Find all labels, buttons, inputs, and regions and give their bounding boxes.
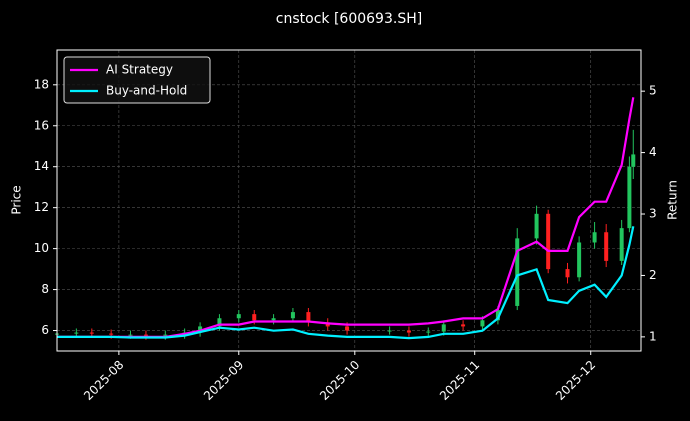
candle-body	[345, 326, 350, 331]
candle-body	[619, 228, 624, 261]
candle-body	[534, 213, 539, 239]
candle-body	[577, 242, 582, 278]
candle-body	[406, 330, 411, 333]
candle-body	[461, 324, 466, 327]
y-tick-label: 8	[41, 282, 49, 296]
candle-body	[426, 331, 431, 333]
candle-body	[604, 232, 609, 261]
candle-body	[271, 318, 276, 321]
candle-body	[236, 314, 241, 319]
y2-axis-label: Return	[666, 180, 680, 220]
y-tick-label: 10	[34, 241, 49, 255]
candle-body	[306, 312, 311, 323]
y-tick-label: 18	[34, 77, 49, 91]
candle-body	[290, 312, 295, 319]
candle-body	[128, 334, 133, 336]
y-axis-label: Price	[10, 185, 24, 214]
candle-body	[143, 334, 148, 336]
y2-tick-label: 3	[649, 207, 657, 221]
candle-body	[252, 314, 257, 321]
y2-tick-label: 5	[649, 84, 657, 98]
legend-label: Buy-and-Hold	[106, 84, 187, 98]
y2-tick-label: 1	[649, 329, 657, 343]
chart-title: cnstock [600693.SH]	[276, 11, 422, 27]
return-line	[57, 226, 635, 340]
candle-body	[515, 238, 520, 306]
candle-body	[480, 320, 485, 327]
plot-frame	[56, 49, 642, 352]
y-tick-label: 12	[34, 200, 49, 214]
candle-body	[387, 330, 392, 332]
candle-body	[631, 154, 636, 167]
candle-body	[546, 213, 551, 270]
y2-tick-label: 4	[649, 145, 657, 159]
candle-body	[565, 269, 570, 278]
candle-body	[627, 166, 632, 229]
y-tick-label: 6	[41, 323, 49, 337]
candle-body	[163, 334, 168, 336]
legend-label: AI Strategy	[106, 63, 173, 77]
y-tick-label: 16	[34, 118, 49, 132]
candle-body	[109, 333, 114, 335]
candle-body	[495, 310, 500, 321]
candle-body	[592, 232, 597, 243]
legend-box	[63, 56, 211, 104]
candle-body	[198, 326, 203, 333]
y2-tick-label: 2	[649, 268, 657, 282]
y-tick-label: 14	[34, 159, 49, 173]
candle-body	[74, 332, 79, 334]
candle-body	[441, 324, 446, 332]
candle-body	[217, 318, 222, 327]
candle-body	[89, 332, 94, 334]
